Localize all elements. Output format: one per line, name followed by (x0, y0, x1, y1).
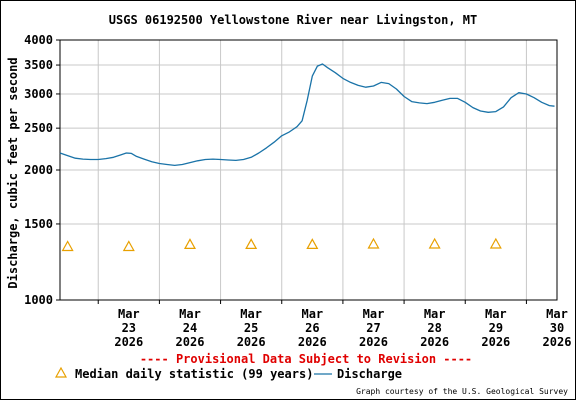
x-tick-label: 2026 (237, 335, 266, 349)
x-tick-label: 2026 (543, 335, 572, 349)
median-marker (367, 237, 380, 249)
x-tick-label: 2026 (420, 335, 449, 349)
x-tick-label: 23 (122, 321, 136, 335)
y-axis-ticks: 1000 1500 2000 2500 3000 3500 4000 (24, 33, 60, 307)
median-marker (428, 237, 441, 249)
x-tick-label: 25 (244, 321, 258, 335)
y-tick-label: 2000 (24, 163, 53, 177)
x-tick-label: Mar (301, 307, 323, 321)
median-marker (183, 238, 197, 250)
x-tick-label: Mar (179, 307, 201, 321)
y-tick-label: 1000 (24, 293, 53, 307)
x-tick-label: 2026 (176, 335, 205, 349)
chart-title: USGS 06192500 Yellowstone River near Liv… (109, 13, 477, 27)
x-tick-label: 30 (550, 321, 564, 335)
x-tick-label: 29 (489, 321, 503, 335)
y-tick-label: 1500 (24, 217, 53, 231)
x-tick-label: 2026 (481, 335, 510, 349)
x-tick-label: 26 (305, 321, 319, 335)
y-tick-label: 3500 (24, 58, 53, 72)
y-tick-label: 4000 (24, 33, 53, 47)
x-tick-label: 2026 (359, 335, 388, 349)
legend-median-marker (54, 366, 68, 378)
median-marker (122, 240, 135, 252)
median-marker (245, 238, 258, 250)
grid (60, 40, 557, 300)
median-marker (61, 240, 74, 252)
x-tick-label: Mar (118, 307, 140, 321)
y-axis-label: Discharge, cubic feet per second (6, 57, 20, 288)
median-marker (489, 237, 502, 249)
provisional-note: ---- Provisional Data Subject to Revisio… (140, 352, 472, 366)
series-layer (59, 63, 555, 252)
x-tick-label: Mar (240, 307, 262, 321)
median-marker (306, 238, 319, 250)
x-tick-label: 2026 (114, 335, 143, 349)
x-axis-ticks: Mar232026Mar242026Mar252026Mar262026Mar2… (97, 300, 572, 349)
x-tick-label: 28 (427, 321, 441, 335)
discharge-line (59, 63, 555, 167)
x-tick-label: 24 (183, 321, 197, 335)
x-tick-label: 27 (366, 321, 380, 335)
x-tick-label: Mar (363, 307, 385, 321)
x-tick-label: 2026 (298, 335, 327, 349)
x-tick-label: Mar (485, 307, 507, 321)
credit-text: Graph courtesy of the U.S. Geological Su… (356, 387, 568, 396)
y-tick-label: 2500 (24, 121, 53, 135)
y-tick-label: 3000 (24, 87, 53, 101)
legend: Median daily statistic (99 years) Discha… (54, 366, 402, 381)
legend-discharge-label: Discharge (337, 367, 402, 381)
legend-median-label: Median daily statistic (99 years) (75, 367, 313, 381)
x-tick-label: Mar (546, 307, 568, 321)
x-tick-label: Mar (424, 307, 446, 321)
